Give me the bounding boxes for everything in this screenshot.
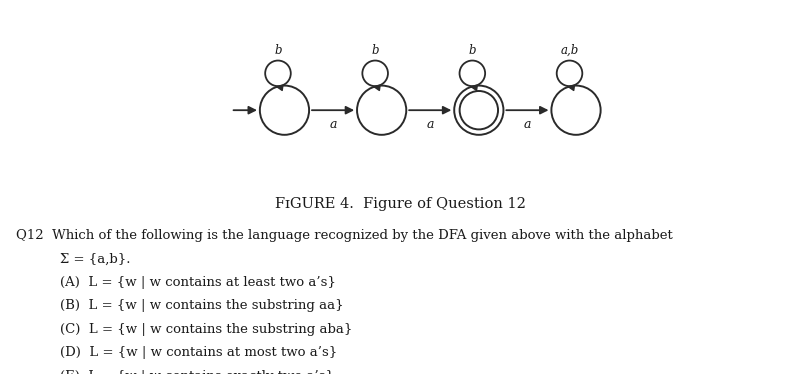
Text: (C)  L = {w | w contains the substring aba}: (C) L = {w | w contains the substring ab… <box>59 323 352 335</box>
Text: b: b <box>372 44 379 56</box>
Text: Σ = {a,b}.: Σ = {a,b}. <box>59 252 130 265</box>
Text: (E)  L = {w | w contains exactly two a’s}: (E) L = {w | w contains exactly two a’s} <box>59 370 333 374</box>
Text: (A)  L = {w | w contains at least two a’s}: (A) L = {w | w contains at least two a’s… <box>59 276 336 289</box>
Text: Q12  Which of the following is the language recognized by the DFA given above wi: Q12 Which of the following is the langua… <box>16 229 673 242</box>
Text: b: b <box>274 44 282 56</box>
Text: a: a <box>329 118 336 131</box>
Text: (B)  L = {w | w contains the substring aa}: (B) L = {w | w contains the substring aa… <box>59 299 343 312</box>
Text: a: a <box>426 118 434 131</box>
Text: b: b <box>469 44 476 56</box>
Text: (D)  L = {w | w contains at most two a’s}: (D) L = {w | w contains at most two a’s} <box>59 346 336 359</box>
Text: a: a <box>524 118 531 131</box>
Text: FɪGURE 4.  Figure of Question 12: FɪGURE 4. Figure of Question 12 <box>275 197 526 211</box>
Text: a,b: a,b <box>561 44 578 56</box>
